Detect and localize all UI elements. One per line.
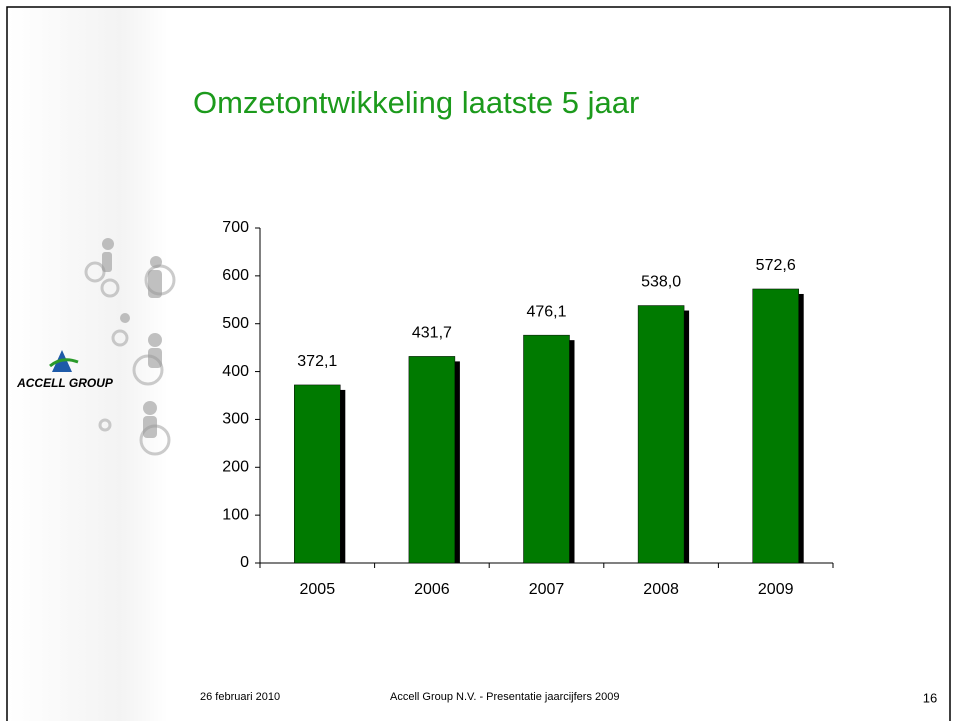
- bar: [409, 356, 455, 563]
- x-tick-label: 2006: [414, 581, 450, 598]
- footer-date: 26 februari 2010: [200, 691, 280, 703]
- chart-title: Omzetontwikkeling laatste 5 jaar: [193, 85, 639, 120]
- value-label: 372,1: [297, 353, 337, 370]
- x-tick-label: 2009: [758, 581, 794, 598]
- y-tick-label: 600: [222, 267, 249, 284]
- value-label: 476,1: [526, 303, 566, 320]
- bar: [294, 385, 340, 563]
- bar: [524, 335, 570, 563]
- value-label: 538,0: [641, 274, 681, 291]
- x-tick-label: 2005: [300, 581, 336, 598]
- y-tick-label: 100: [222, 506, 249, 523]
- y-tick-label: 200: [222, 459, 249, 476]
- page-number: 16: [923, 690, 937, 705]
- bar: [638, 306, 684, 563]
- y-tick-label: 0: [240, 554, 249, 571]
- logo-text: ACCELL GROUP: [16, 376, 114, 390]
- footer-text: Accell Group N.V. - Presentatie jaarcijf…: [390, 691, 619, 703]
- bar: [753, 289, 799, 563]
- side-band: [8, 8, 168, 721]
- value-label: 431,7: [412, 325, 452, 342]
- x-tick-label: 2007: [529, 581, 565, 598]
- x-tick-label: 2008: [643, 581, 679, 598]
- y-tick-label: 400: [222, 363, 249, 380]
- slide: ACCELL GROUP Omzetontwikkeling laatste 5…: [0, 0, 957, 721]
- value-label: 572,6: [756, 257, 796, 274]
- y-tick-label: 300: [222, 411, 249, 428]
- y-tick-label: 500: [222, 315, 249, 332]
- y-tick-label: 700: [222, 219, 249, 236]
